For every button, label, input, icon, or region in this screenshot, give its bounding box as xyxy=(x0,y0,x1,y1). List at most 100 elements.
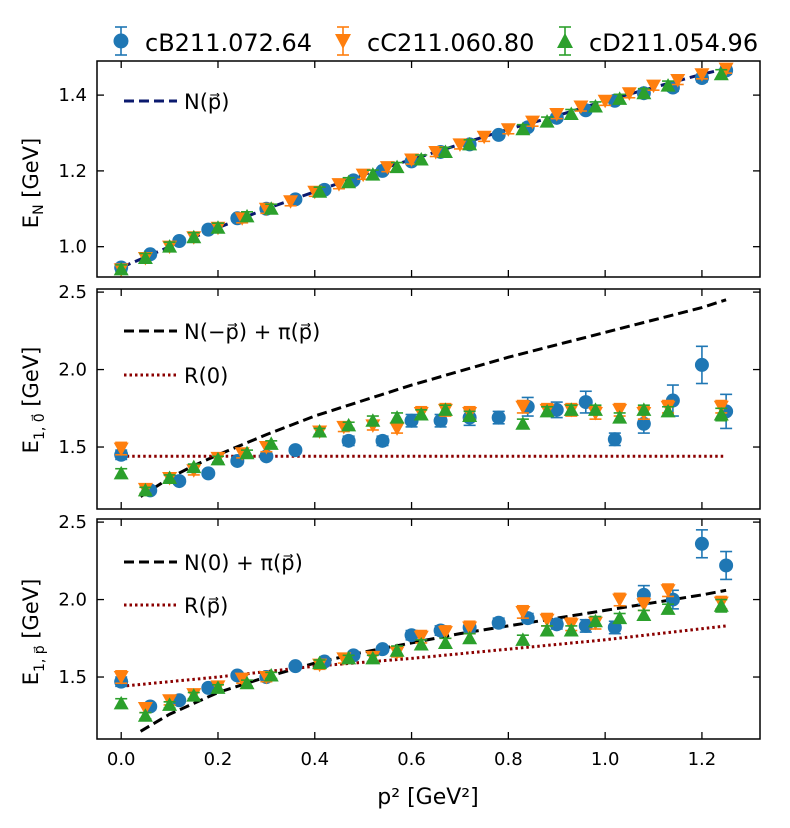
legend-marker-triangle-down xyxy=(335,34,351,49)
legend-label: cC211.060.80 xyxy=(367,29,534,57)
data-point xyxy=(612,610,628,625)
plot-frame xyxy=(96,288,761,510)
panel-1-ylabel: E1, 0⃗ [GeV] xyxy=(19,347,48,454)
data-point xyxy=(660,601,676,615)
curve-label: R(0) xyxy=(184,364,228,388)
data-point xyxy=(515,400,531,415)
data-point xyxy=(491,410,506,425)
panel-0-ylabel: EN [GeV] xyxy=(19,138,47,228)
data-point xyxy=(172,474,187,489)
data-point xyxy=(515,605,531,620)
data-point xyxy=(389,159,405,174)
data-point xyxy=(713,598,729,612)
data-point xyxy=(573,100,589,114)
data-point xyxy=(365,413,381,427)
y-axis-label: EN [GeV] xyxy=(19,138,47,228)
y-tick-label: 2.0 xyxy=(58,590,87,611)
reference-curve-dashed xyxy=(139,588,727,733)
data-point xyxy=(462,630,478,645)
data-point xyxy=(607,432,622,447)
data-point xyxy=(389,643,405,657)
data-point xyxy=(404,413,419,428)
data-point xyxy=(186,229,202,244)
data-point xyxy=(491,127,506,142)
data-point xyxy=(259,449,274,464)
x-tick-label: 0.8 xyxy=(494,749,523,770)
data-point xyxy=(201,466,216,481)
data-point xyxy=(646,79,662,94)
data-point xyxy=(172,693,187,708)
panel-2-ylabel: E1, p⃗ [GeV] xyxy=(19,579,48,686)
data-point xyxy=(162,697,178,711)
data-point xyxy=(162,470,178,485)
data-point xyxy=(587,613,603,628)
data-point xyxy=(239,445,255,460)
data-point xyxy=(549,617,564,632)
data-point xyxy=(437,402,453,416)
plot-frame xyxy=(96,60,761,278)
data-point xyxy=(210,451,226,466)
data-point xyxy=(713,406,729,421)
data-point xyxy=(500,123,516,137)
curve-label: N(p⃗) xyxy=(184,90,229,114)
data-point xyxy=(288,443,303,458)
data-point xyxy=(389,422,405,436)
panel-energy-nucleon: 1.0 1.2 1.4 xyxy=(58,60,761,278)
data-point xyxy=(413,152,429,166)
data-point xyxy=(563,623,579,637)
x-tick-label: 1.2 xyxy=(688,749,717,770)
y-axis-label: E1, p⃗ [GeV] xyxy=(19,579,48,686)
data-point xyxy=(660,584,676,598)
data-point xyxy=(491,615,506,630)
data-point xyxy=(433,413,448,428)
y-tick-label: 2.5 xyxy=(58,282,87,303)
data-point xyxy=(312,655,328,670)
y-tick-label: 1.0 xyxy=(58,237,87,258)
legend-item-cC: cC211.060.80 xyxy=(335,26,534,57)
data-point xyxy=(355,168,371,183)
legend-label: cB211.072.64 xyxy=(145,29,312,57)
data-point xyxy=(172,234,187,248)
data-point xyxy=(375,433,390,448)
data-point xyxy=(283,195,299,209)
data-point xyxy=(288,659,303,674)
data-point xyxy=(452,138,468,152)
data-point xyxy=(462,136,478,151)
plot-area xyxy=(113,298,734,498)
legend-label: cD211.054.96 xyxy=(589,29,758,57)
data-point xyxy=(210,220,226,234)
data-point xyxy=(379,161,395,175)
data-point xyxy=(597,94,613,109)
data-point xyxy=(186,688,202,702)
data-point xyxy=(113,695,129,710)
data-point xyxy=(113,261,129,276)
data-point xyxy=(636,85,652,100)
data-point xyxy=(515,416,531,430)
data-point xyxy=(113,671,129,685)
data-point xyxy=(428,145,444,160)
series-legend: cB211.072.64 cC211.060.80 cD211.054.96 xyxy=(113,26,758,57)
legend-marker-triangle-up xyxy=(557,33,573,48)
data-point xyxy=(162,239,178,253)
data-point xyxy=(263,436,279,450)
data-point xyxy=(587,98,603,113)
data-point xyxy=(612,91,628,105)
data-point xyxy=(341,650,357,665)
data-point xyxy=(636,598,652,612)
panel-energy-zero-momentum: 1.5 2.0 2.5 xyxy=(58,282,761,510)
data-point xyxy=(413,636,429,651)
data-point xyxy=(719,558,734,573)
data-point xyxy=(660,78,676,92)
data-point xyxy=(210,680,226,694)
data-point xyxy=(437,635,453,649)
reference-curve-dashed xyxy=(139,298,727,498)
data-point xyxy=(515,632,531,646)
data-point xyxy=(312,424,328,438)
data-point xyxy=(694,536,709,551)
data-point xyxy=(186,459,202,474)
data-point xyxy=(578,395,593,410)
data-point xyxy=(341,174,357,189)
data-point xyxy=(137,708,153,722)
data-point xyxy=(137,250,153,265)
data-point xyxy=(563,106,579,121)
